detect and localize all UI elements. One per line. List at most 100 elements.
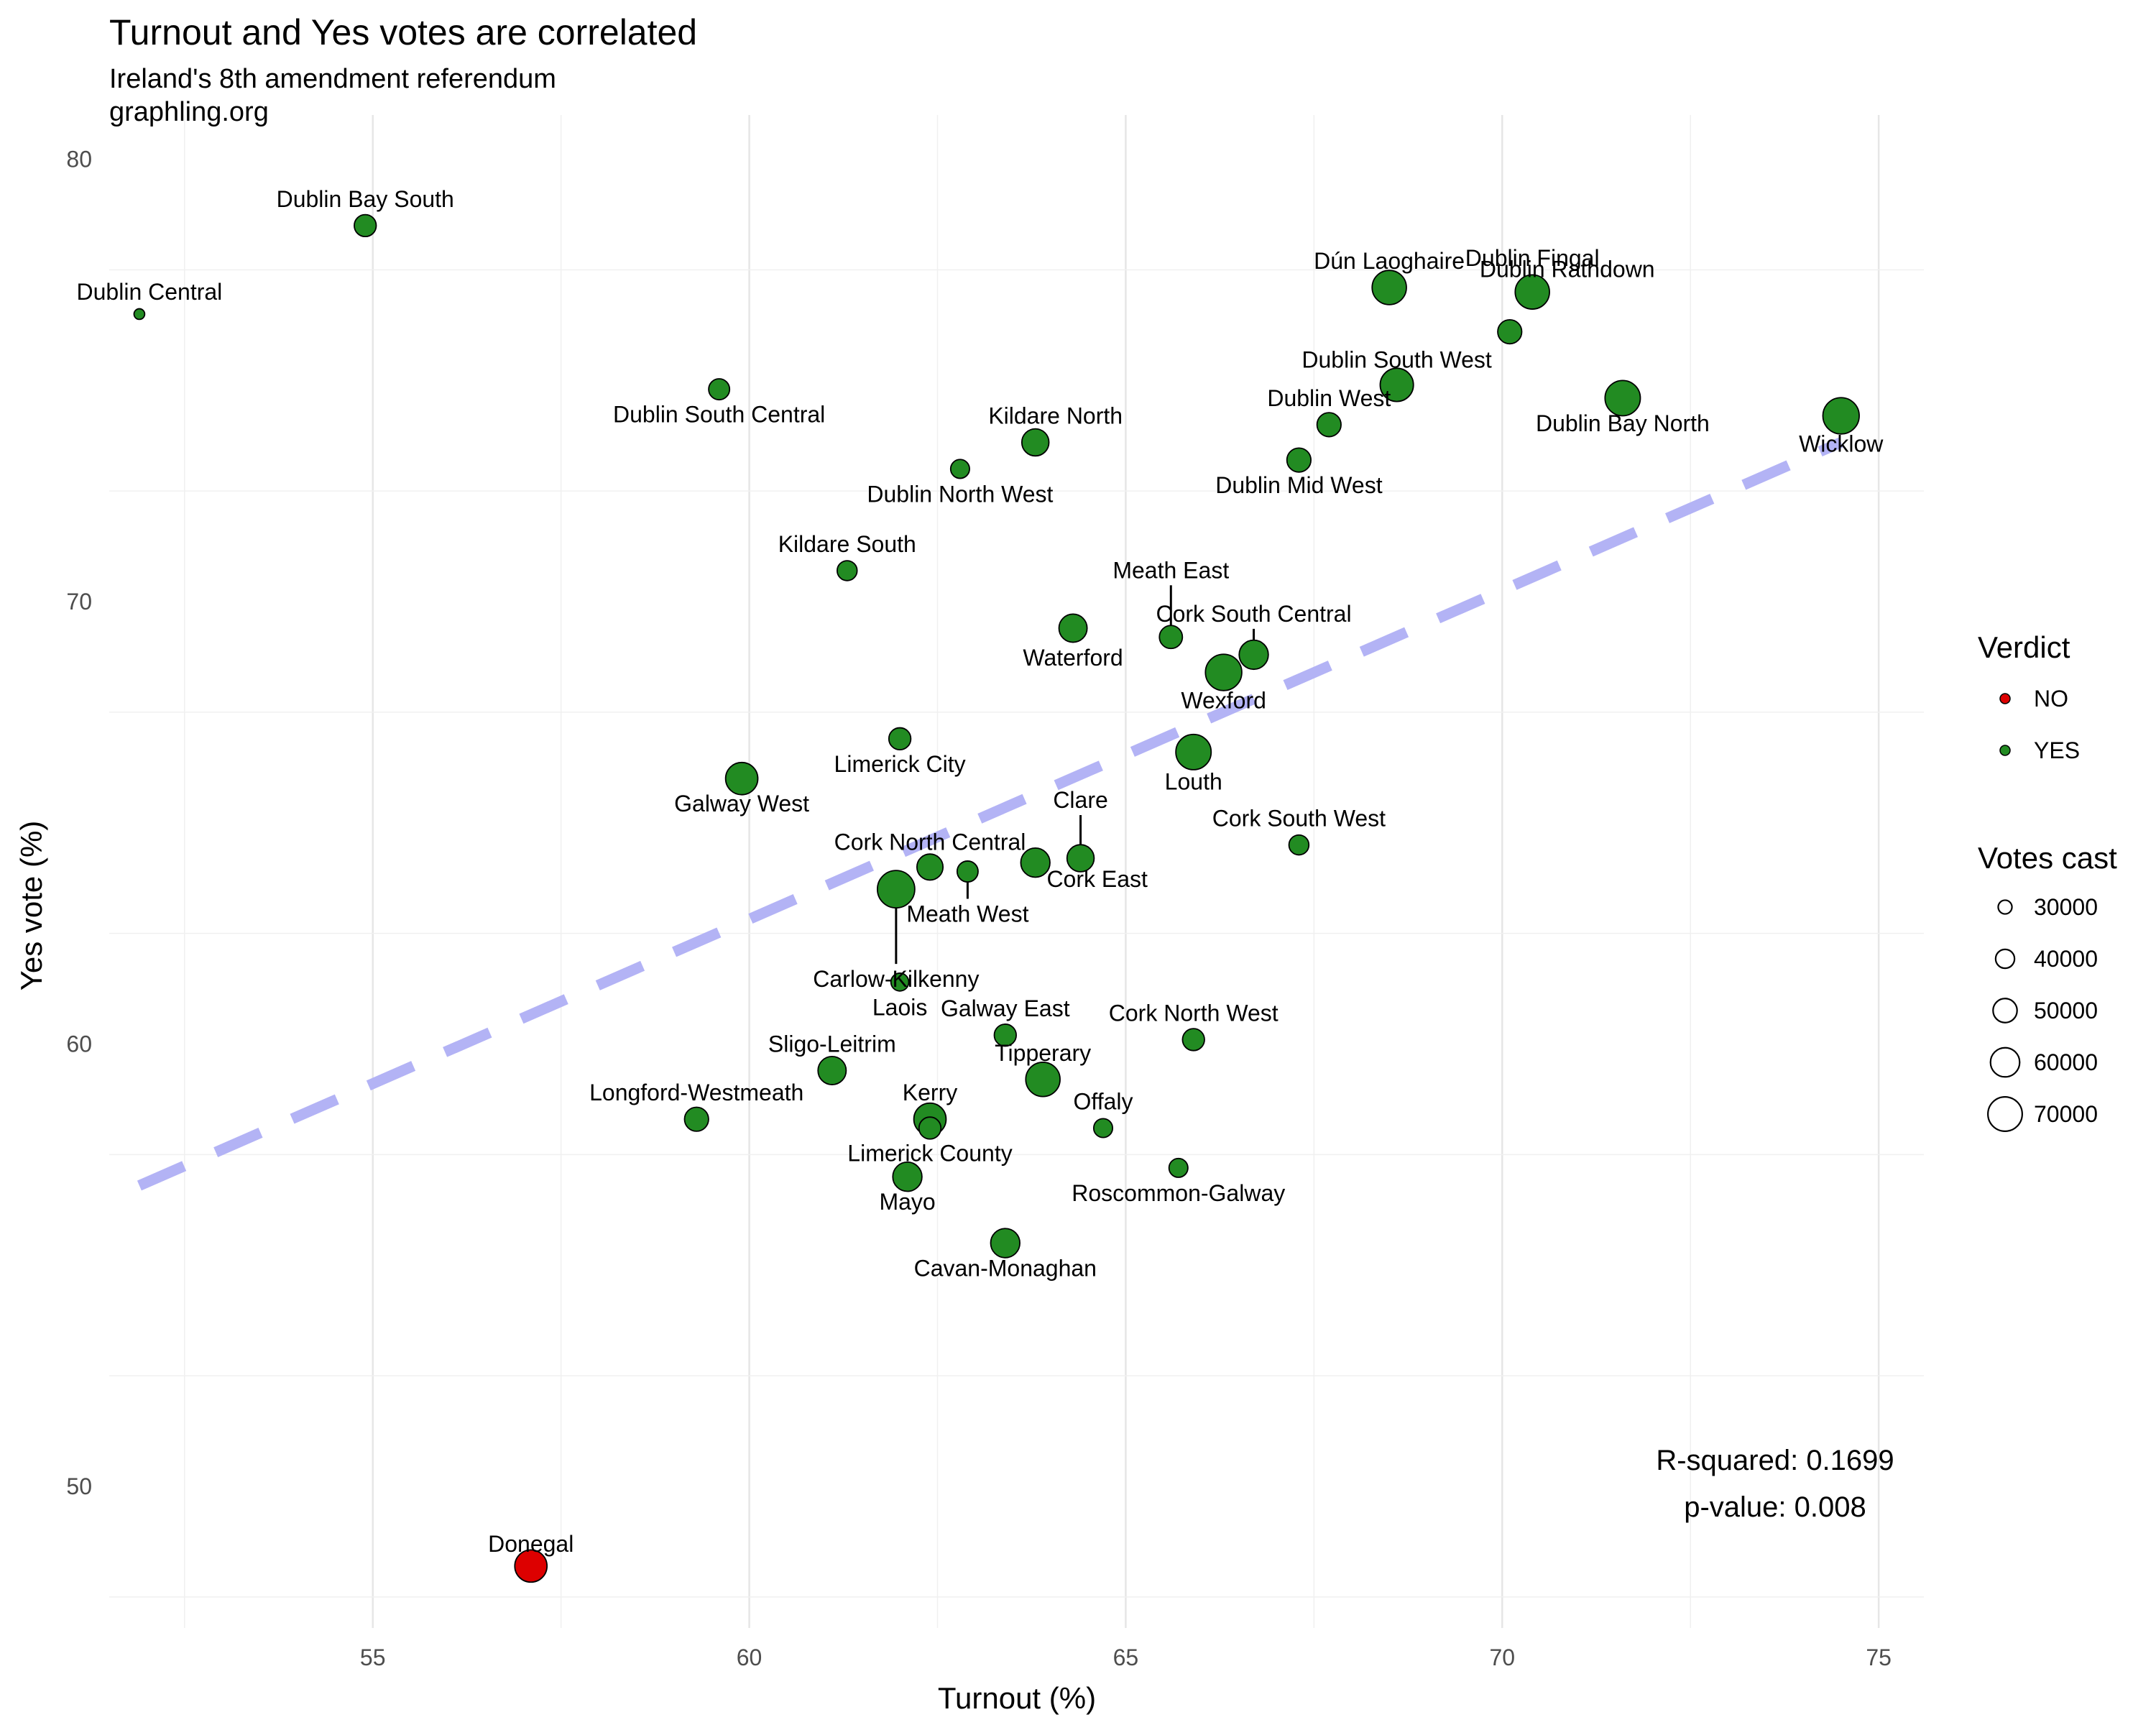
point-dublin-north-west (949, 459, 970, 479)
point-label-dublin-mid-west: Dublin Mid West (1215, 472, 1382, 498)
legend-size-swatch (1987, 1096, 2023, 1132)
point-labels-group: Dublin Bay South Dublin Central Dublin Sou… (77, 186, 1884, 1557)
point-galway-west (724, 761, 759, 796)
point-label-cork-south-central: Cork South Central (1156, 601, 1351, 627)
point-cork-north-central (916, 853, 944, 881)
point-label-dublin-south-west: Dublin South West (1302, 346, 1492, 372)
point-label-dublin-west: Dublin West (1267, 385, 1391, 411)
point-mayo (892, 1162, 923, 1192)
point-cork-east (1020, 847, 1051, 878)
legend-size-label: 30000 (2034, 894, 2098, 920)
x-tick-label: 70 (1489, 1644, 1515, 1670)
point-label-offaly: Offaly (1073, 1088, 1133, 1114)
point-label-dublin-south-central: Dublin South Central (613, 402, 825, 428)
point-label-wexford: Wexford (1181, 688, 1266, 714)
point-cork-south-west (1288, 834, 1310, 856)
grid (109, 115, 1924, 1628)
point-label-carlow-kilkenny: Carlow-Kilkenny (813, 966, 979, 992)
chart-source: graphling.org (109, 97, 269, 127)
point-laois (890, 972, 910, 992)
point-label-laois: Laois (872, 994, 928, 1020)
point-meath-west (956, 860, 979, 883)
legend-votes-cast: Votes cast 30000 40000 50000 60000 70000 (1978, 841, 2117, 1132)
point-dublin-bay-north (1604, 380, 1641, 417)
point-label-d-n-laoghaire: Dún Laoghaire (1314, 248, 1465, 274)
legend-size-label: 40000 (2034, 946, 2098, 972)
point-cavan-monaghan (990, 1228, 1021, 1259)
point-louth (1175, 733, 1212, 770)
point-label-dublin-bay-south: Dublin Bay South (277, 186, 454, 212)
point-dublin-mid-west (1286, 447, 1312, 473)
x-tick-label: 75 (1866, 1644, 1892, 1670)
point-label-waterford: Waterford (1023, 645, 1123, 671)
y-tick-label: 60 (66, 1031, 92, 1057)
point-dublin-south-west (1379, 367, 1414, 402)
point-d-n-laoghaire (1371, 270, 1407, 305)
legend-size-label: 60000 (2034, 1049, 2098, 1075)
point-label-galway-east: Galway East (941, 995, 1070, 1021)
point-label-louth: Louth (1165, 768, 1222, 794)
legend-size-swatch (1989, 1046, 2021, 1078)
legend-size-label: 50000 (2034, 998, 2098, 1024)
legend-votes-title: Votes cast (1978, 841, 2117, 875)
point-label-roscommon-galway: Roscommon-Galway (1072, 1180, 1285, 1206)
point-label-cork-north-west: Cork North West (1109, 1000, 1279, 1026)
trend-line (137, 437, 1843, 1191)
point-wicklow (1822, 397, 1860, 435)
point-sligo-leitrim (817, 1056, 847, 1085)
point-label-cork-east: Cork East (1046, 866, 1148, 892)
legend-no-label: NO (2034, 686, 2068, 712)
axis-ticks: 55 60 65 70 75 50 60 70 80 (66, 147, 1892, 1670)
point-galway-east (993, 1024, 1017, 1047)
point-roscommon-galway (1168, 1157, 1189, 1178)
point-kildare-north (1021, 428, 1050, 457)
point-dublin-west (1316, 412, 1342, 438)
point-donegal (514, 1549, 548, 1583)
point-dublin-bay-south (354, 213, 377, 238)
points-group (133, 213, 1860, 1583)
x-tick-label: 55 (360, 1644, 386, 1670)
p-value-annotation: p-value: 0.008 (1684, 1491, 1866, 1523)
legend-verdict: Verdict NO YES (1978, 630, 2080, 763)
point-label-galway-west: Galway West (674, 791, 809, 816)
point-limerick-county (918, 1116, 942, 1140)
point-label-longford-westmeath: Longford-Westmeath (589, 1080, 803, 1105)
point-label-cavan-monaghan: Cavan-Monaghan (914, 1256, 1097, 1282)
point-dublin-central (133, 308, 146, 321)
point-wexford (1204, 653, 1243, 691)
legend-size-label: 70000 (2034, 1101, 2098, 1127)
point-label-dublin-bay-north: Dublin Bay North (1536, 410, 1710, 436)
point-label-kerry: Kerry (903, 1080, 957, 1105)
point-tipperary (1025, 1062, 1061, 1098)
point-dublin-south-central (708, 378, 731, 401)
y-tick-label: 80 (66, 147, 92, 172)
point-cork-south-central (1238, 639, 1269, 671)
point-label-limerick-county: Limerick County (847, 1140, 1012, 1166)
point-meath-east (1158, 625, 1184, 650)
point-label-limerick-city: Limerick City (834, 751, 966, 777)
point-dublin-rathdown (1497, 318, 1523, 345)
point-label-dublin-north-west: Dublin North West (867, 481, 1053, 507)
legend-no-swatch (1999, 693, 2011, 704)
chart-subtitle: Ireland's 8th amendment referendum (109, 64, 556, 94)
point-label-dublin-central: Dublin Central (77, 279, 223, 305)
point-label-cork-south-west: Cork South West (1212, 806, 1386, 832)
point-label-mayo: Mayo (879, 1189, 935, 1215)
point-longford-westmeath (683, 1106, 709, 1132)
point-label-clare: Clare (1053, 787, 1107, 813)
point-label-meath-west: Meath West (906, 901, 1028, 927)
point-label-meath-east: Meath East (1112, 557, 1229, 583)
x-tick-label: 65 (1113, 1644, 1139, 1670)
point-label-donegal: Donegal (488, 1531, 573, 1557)
point-cork-north-west (1181, 1028, 1205, 1052)
y-tick-label: 50 (66, 1473, 92, 1499)
legend-size-swatch (1994, 948, 2016, 970)
legend-size-swatch (1992, 998, 2018, 1024)
point-dublin-fingal (1514, 274, 1550, 310)
point-offaly (1092, 1118, 1114, 1138)
point-label-kildare-south: Kildare South (778, 531, 916, 557)
y-tick-label: 70 (66, 589, 92, 615)
point-limerick-city (888, 727, 912, 751)
legend-yes-swatch (1999, 745, 2011, 756)
